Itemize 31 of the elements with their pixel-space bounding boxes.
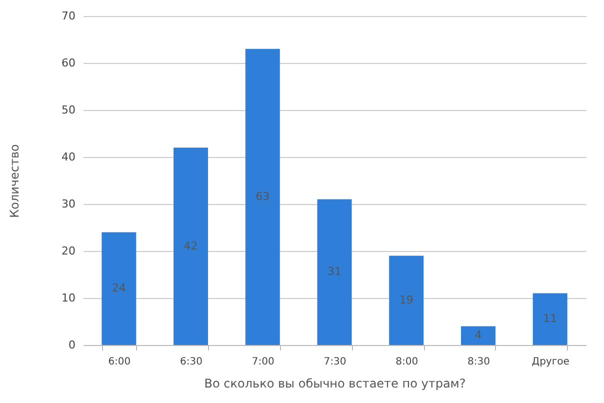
bar: [317, 199, 352, 345]
x-tick-label: 8:00: [396, 356, 418, 368]
data-label: 19: [399, 293, 414, 306]
y-tick-label: 0: [68, 338, 76, 352]
data-label: 4: [474, 328, 482, 342]
y-tick-label: 30: [62, 198, 76, 210]
bar: [389, 256, 424, 345]
data-label: 31: [328, 265, 342, 278]
bar: [174, 148, 208, 345]
y-axis-title: Количество: [8, 144, 22, 218]
data-label: 24: [112, 282, 126, 295]
y-tick-label: 60: [62, 56, 76, 70]
y-tick-label: 10: [62, 292, 76, 304]
bar: [102, 232, 136, 345]
data-label: 42: [184, 239, 198, 252]
x-tick-label: Другое: [532, 356, 570, 368]
x-tick-label: 7:00: [252, 356, 274, 368]
bar: [532, 293, 568, 345]
bar: [245, 48, 280, 345]
data-label: 63: [256, 190, 270, 203]
y-tick-label: 20: [62, 244, 76, 258]
x-tick-label: 8:30: [467, 356, 490, 368]
data-label: 11: [543, 312, 558, 326]
x-axis-title: Во сколько вы обычно встаете по утрам?: [204, 376, 466, 390]
x-tick-label: 6:00: [108, 356, 131, 368]
y-tick-label: 40: [62, 150, 76, 164]
x-tick-label: 7:30: [324, 356, 346, 368]
y-tick-label: 50: [62, 104, 76, 116]
x-tick-label: 6:30: [180, 356, 203, 368]
bar: [460, 326, 496, 345]
y-tick-label: 70: [62, 10, 76, 22]
